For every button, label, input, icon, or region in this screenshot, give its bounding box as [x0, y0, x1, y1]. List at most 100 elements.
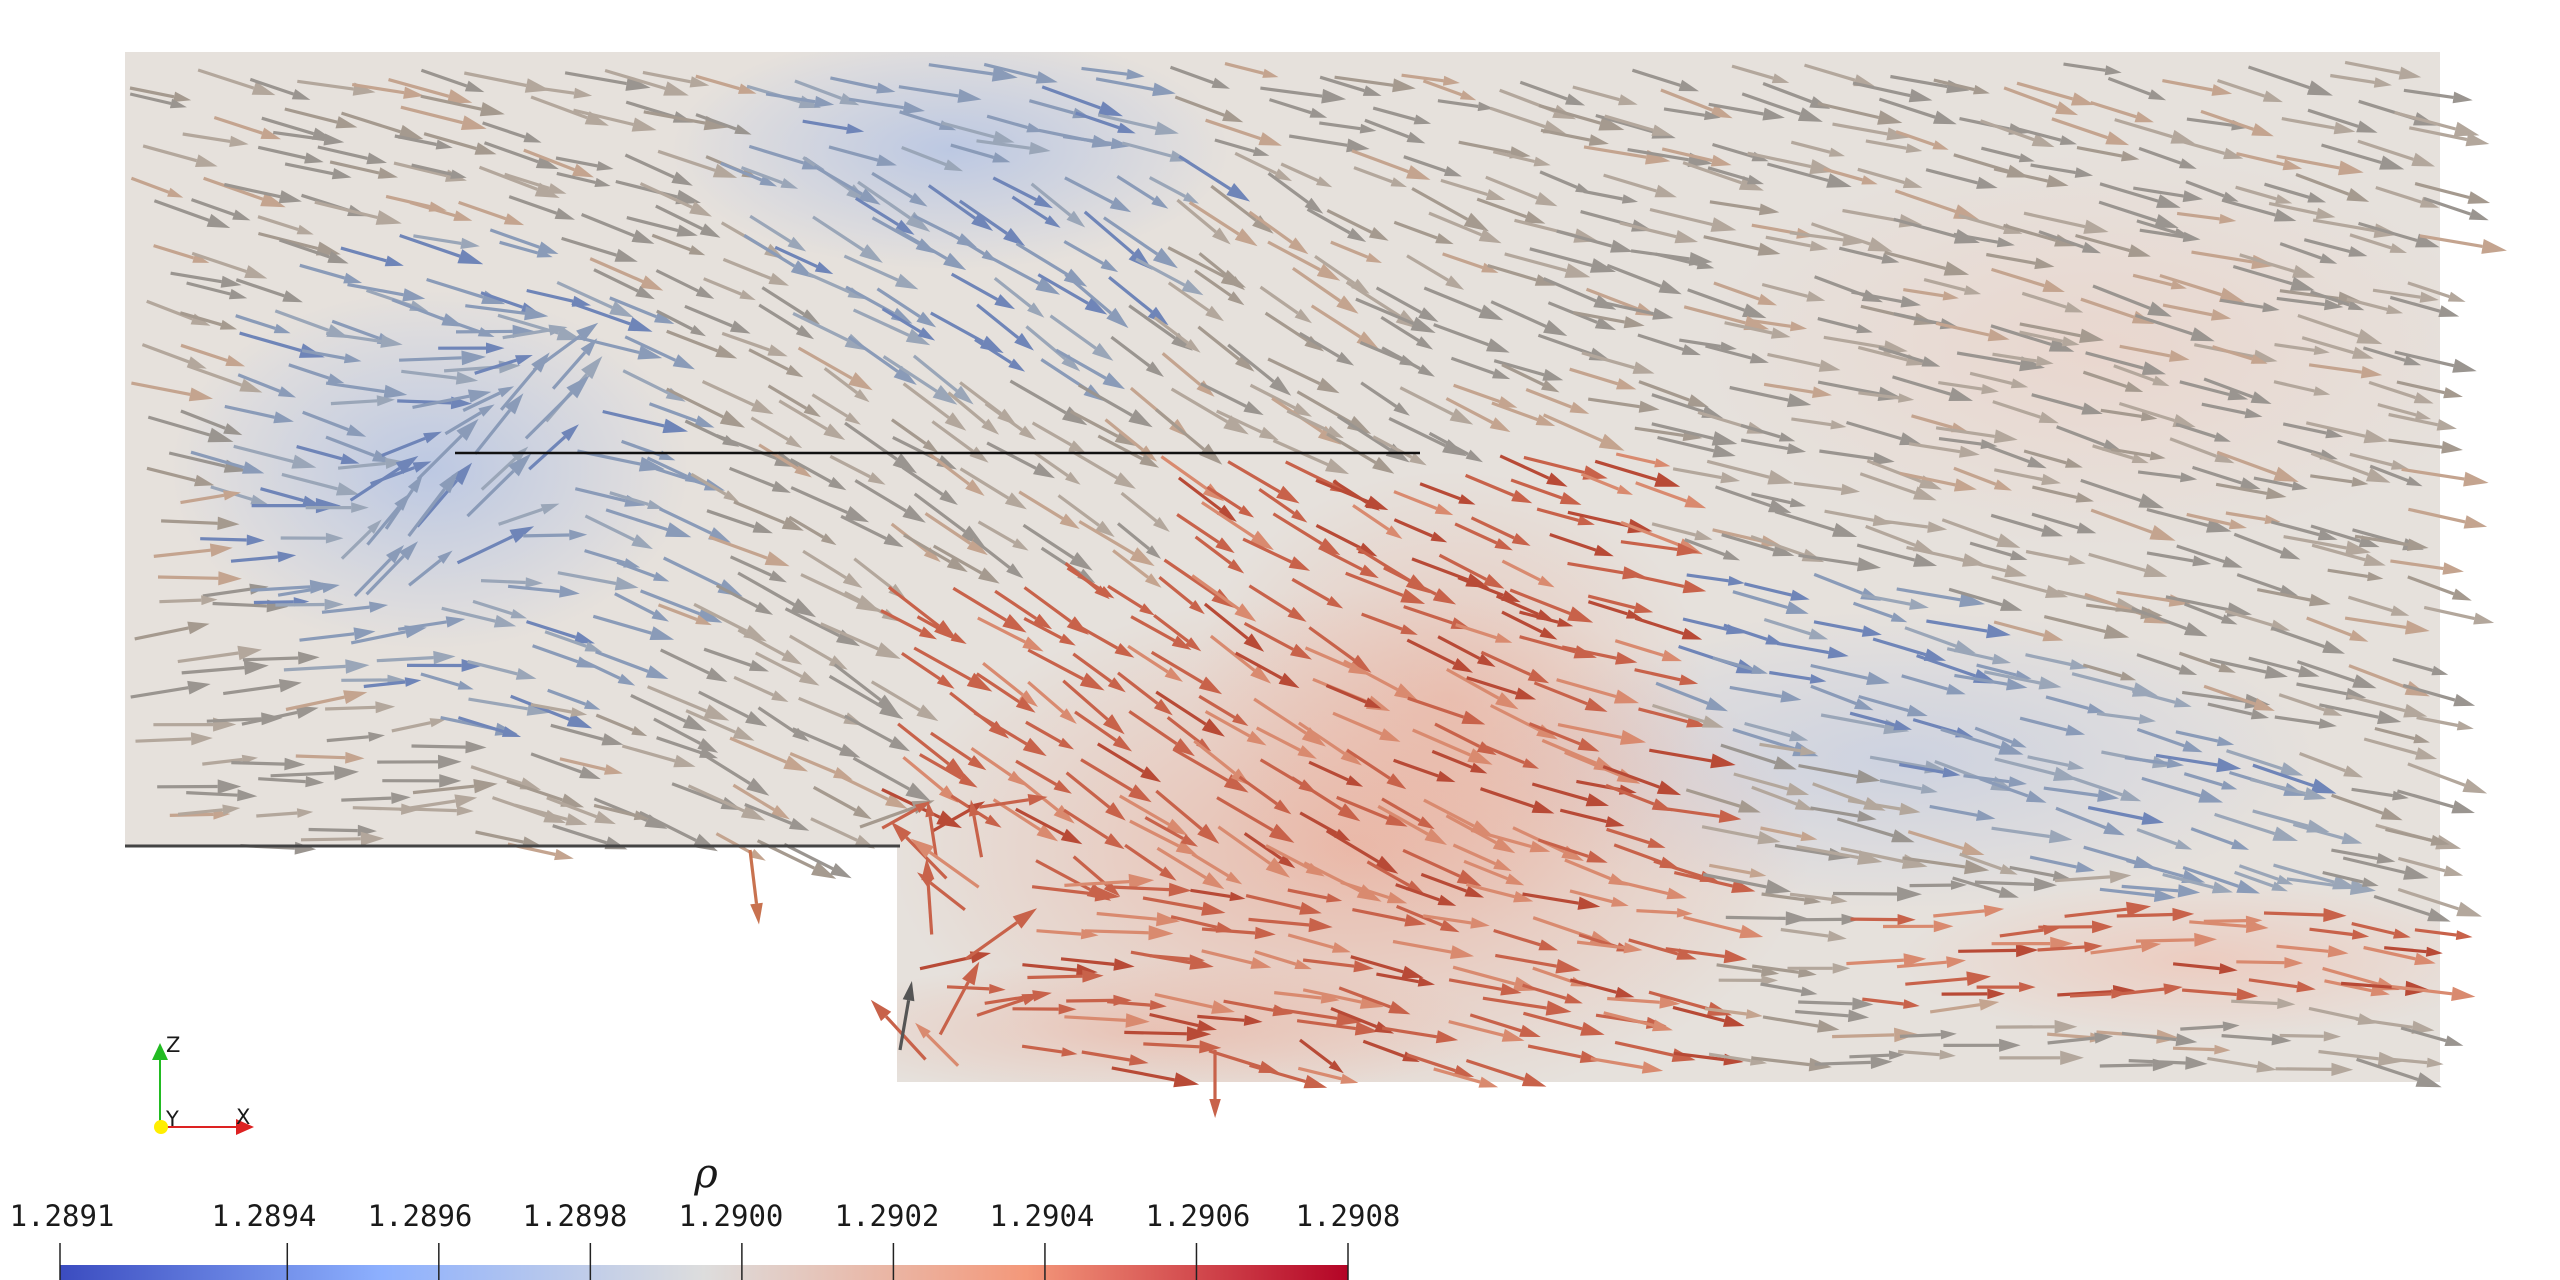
arrow-glyph-shaft [131, 381, 191, 396]
arrow-glyph-shaft [655, 467, 707, 487]
arrow-glyph-head [1906, 704, 1928, 717]
arrow-glyph-shaft [202, 757, 243, 766]
arrow-glyph-shaft [1894, 189, 1957, 214]
arrow-glyph-head [511, 446, 529, 463]
arrow-glyph-head [2094, 1032, 2114, 1044]
arrow-glyph-head [2060, 1050, 2084, 1065]
arrow-glyph-shaft [743, 234, 796, 268]
arrow-glyph-head [1852, 997, 1874, 1011]
arrow-glyph-head [375, 210, 402, 225]
arrow-glyph-head [1987, 328, 2010, 342]
x-axis-label: X [236, 1105, 250, 1129]
arrow-glyph-shaft [340, 246, 387, 263]
arrow-glyph-shaft [2076, 146, 2123, 158]
arrow-glyph-shaft [203, 176, 264, 201]
arrow-glyph-head [2034, 257, 2055, 270]
arrow-glyph-shaft [2309, 927, 2353, 937]
arrow-glyph-head [1100, 259, 1119, 273]
arrow-glyph-head [2452, 358, 2477, 373]
arrow-glyph-head [2042, 629, 2064, 642]
arrow-glyph-head [688, 245, 706, 256]
arrow-glyph-shaft [1709, 200, 1761, 211]
arrow-glyph-shaft [1153, 316, 1189, 345]
arrow-glyph-shaft [1216, 796, 1274, 832]
arrow-glyph-head [228, 288, 248, 300]
arrow-glyph-head [960, 525, 985, 547]
arrow-glyph-shaft [2183, 772, 2223, 787]
arrow-glyph-head [2190, 327, 2215, 342]
arrow-glyph-shaft [1036, 929, 1082, 936]
arrow-glyph-shaft [2019, 127, 2062, 142]
arrow-glyph-shaft [852, 308, 910, 337]
arrow-glyph-shaft [1210, 184, 1258, 222]
arrow-glyph-shaft [1766, 162, 1829, 183]
arrow-glyph-head [504, 393, 524, 415]
arrow-glyph-head [2214, 432, 2231, 442]
arrow-glyph-head [2309, 593, 2331, 607]
arrow-glyph-shaft [648, 402, 697, 423]
arrow-glyph-shaft [1470, 516, 1515, 540]
arrow-glyph-shaft [1286, 409, 1329, 432]
arrow-glyph-head [2347, 300, 2365, 311]
arrow-glyph-shaft [2207, 1056, 2258, 1069]
arrow-glyph-head [738, 83, 757, 94]
arrow-glyph-shaft [1249, 1063, 1306, 1084]
arrow-glyph-shaft [2331, 848, 2378, 860]
arrow-glyph-shaft [792, 727, 843, 752]
arrow-glyph-head [2390, 605, 2410, 616]
arrow-glyph-shaft [1789, 892, 1832, 901]
arrow-glyph-head [748, 659, 769, 672]
arrow-glyph-shaft [665, 387, 724, 419]
arrow-glyph-head [936, 455, 957, 470]
arrow-glyph-shaft [1160, 455, 1208, 491]
arrow-glyph-shaft [2203, 684, 2256, 706]
arrow-glyph-shaft [976, 303, 1020, 340]
arrow-glyph-shaft [1009, 379, 1067, 415]
arrow-glyph-shaft [1767, 352, 1821, 368]
arrow-glyph-head [905, 328, 931, 346]
arrow-glyph-head [932, 385, 958, 405]
arrow-glyph-head [1196, 738, 1212, 752]
arrow-glyph-head [1652, 1019, 1673, 1032]
arrow-glyph-head [2182, 740, 2203, 753]
arrow-glyph-head [795, 325, 815, 340]
arrow-glyph-head [1524, 211, 1546, 224]
arrow-glyph-shaft [1075, 111, 1120, 130]
arrow-glyph-shaft [157, 575, 219, 580]
arrow-glyph-head [333, 765, 359, 781]
arrow-glyph-head [1710, 104, 1733, 119]
arrow-glyph-head [2451, 588, 2472, 601]
arrow-glyph-head [343, 272, 363, 284]
arrow-glyph-head [1897, 914, 1916, 926]
arrow-glyph-head [2127, 244, 2151, 257]
arrow-glyph-head [653, 571, 670, 582]
arrow-glyph-head [2198, 788, 2224, 803]
arrow-glyph-shaft [1587, 600, 1628, 616]
arrow-glyph-shaft [1310, 304, 1362, 339]
arrow-glyph-shaft [2373, 894, 2430, 917]
arrow-glyph-shaft [1350, 955, 1404, 974]
arrow-glyph-shaft [1549, 532, 1597, 552]
arrow-glyph-shaft [2264, 182, 2310, 199]
arrow-glyph-shaft [573, 108, 634, 127]
arrow-glyph-head [218, 571, 242, 586]
arrow-glyph-head [2403, 865, 2429, 880]
arrow-glyph-shaft [2401, 467, 2465, 481]
arrow-glyph-shaft [1376, 972, 1419, 984]
arrow-glyph-shaft [784, 607, 840, 638]
arrow-glyph-head [1409, 452, 1427, 466]
arrow-glyph-shaft [1741, 92, 1801, 116]
arrow-glyph-shaft [1762, 1015, 1819, 1028]
arrow-glyph-head [315, 498, 341, 514]
arrow-glyph-head [1538, 939, 1559, 951]
arrow-glyph-head [1147, 306, 1169, 326]
arrow-glyph-shaft [1959, 852, 2002, 871]
arrow-glyph-head [242, 461, 265, 474]
arrow-glyph-head [1618, 94, 1638, 106]
arrow-glyph-shaft [2069, 992, 2112, 998]
arrow-glyph-head [217, 516, 240, 530]
arrow-glyph-head [455, 371, 479, 385]
arrow-glyph-shaft [1605, 783, 1655, 806]
arrow-glyph-shaft [1325, 684, 1367, 704]
arrow-glyph-head [368, 731, 385, 742]
